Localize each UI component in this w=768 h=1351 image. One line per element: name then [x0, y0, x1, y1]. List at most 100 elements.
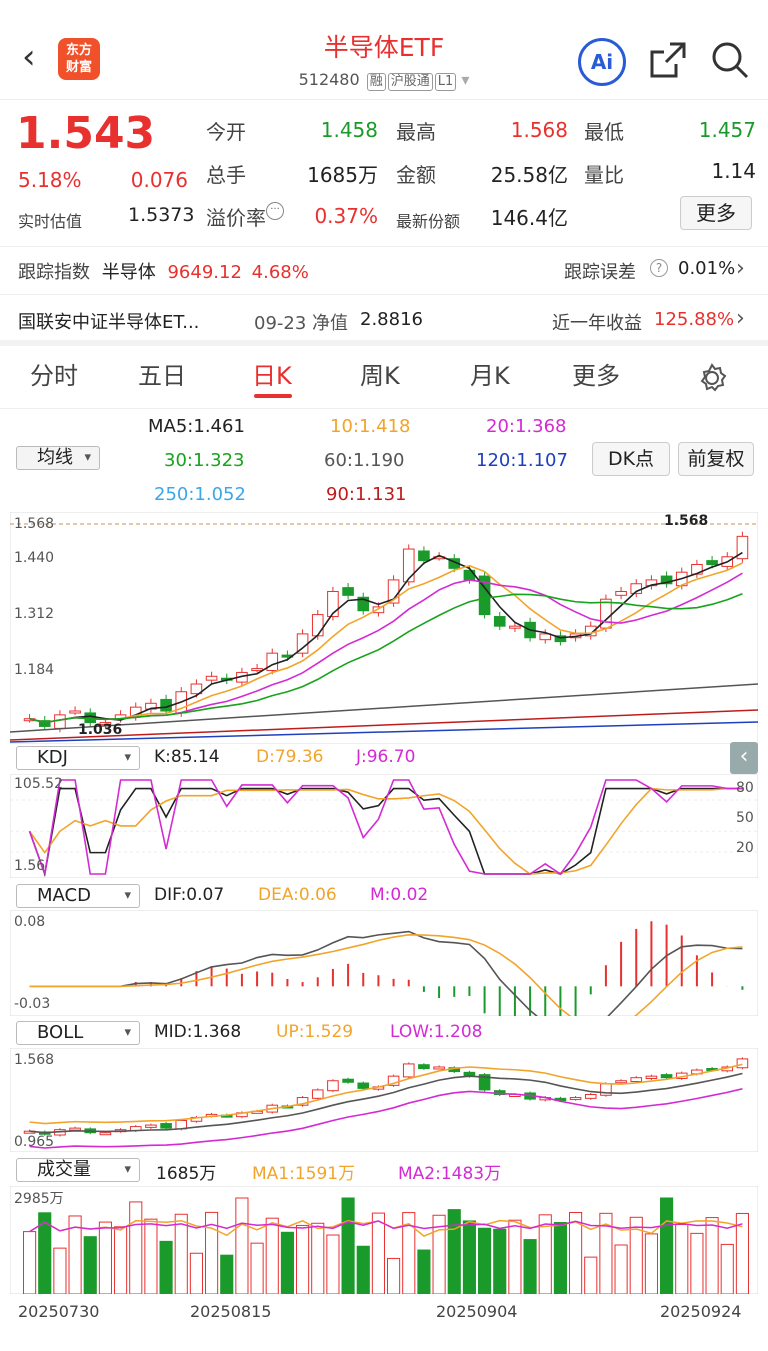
kdj-level-80: 80	[736, 780, 754, 796]
adjust-mode-button[interactable]: 前复权	[678, 442, 754, 476]
candle	[615, 590, 627, 596]
fund-name: 国联安中证半导体ET...	[18, 312, 200, 333]
tracking-row[interactable]: 跟踪指数 半导体 9649.12 4.68% 跟踪误差 ? 0.01% ›	[18, 256, 758, 284]
one-year-return-label: 近一年收益	[552, 313, 642, 334]
security-code-row[interactable]: 512480 融沪股通 L1 ▾	[0, 70, 768, 91]
candle	[539, 633, 552, 641]
date-label-2: 20250815	[190, 1302, 272, 1321]
candle	[615, 1080, 627, 1084]
tab-five-day[interactable]: 五日	[138, 362, 186, 390]
share-icon[interactable]	[648, 40, 688, 80]
volume-bar	[114, 1226, 128, 1294]
volume-bar	[508, 1219, 522, 1294]
tab-daily-k[interactable]: 日K	[252, 362, 292, 390]
fund-row[interactable]: 国联安中证半导体ET... 09-23 净值 2.8816 近一年收益 125.…	[18, 306, 758, 334]
divider	[0, 294, 768, 295]
candle	[387, 1075, 400, 1086]
tab-active-indicator	[254, 394, 292, 398]
date-label-3: 20250904	[436, 1302, 518, 1321]
more-button[interactable]: 更多	[680, 196, 752, 230]
macd-selector[interactable]: MACD	[16, 884, 140, 908]
volume-bar	[584, 1256, 598, 1294]
macd-dea: DEA:0.06	[258, 885, 337, 905]
candle	[630, 1077, 643, 1083]
logo-text-1: 东方	[65, 43, 92, 58]
volume-bar	[235, 1197, 249, 1294]
volume-bar	[462, 1220, 476, 1294]
volume-bar	[174, 1213, 188, 1294]
volume-bar	[447, 1209, 461, 1294]
info-icon[interactable]: ···	[266, 202, 284, 220]
nav-date-label: 09-23 净值	[254, 313, 349, 334]
volume-bar	[83, 1236, 97, 1294]
ma-selector-dropdown[interactable]: 均线	[16, 446, 100, 470]
volume-bar	[341, 1197, 355, 1294]
low-value: 1.457	[698, 118, 756, 142]
help-icon[interactable]: ?	[650, 259, 668, 277]
candle	[311, 1089, 324, 1099]
dk-point-button[interactable]: DK点	[592, 442, 670, 476]
boll-line	[29, 1063, 743, 1125]
boll-line	[29, 1088, 743, 1149]
volume-bar	[720, 1243, 734, 1294]
chart-frame	[10, 512, 758, 744]
candle	[569, 1097, 582, 1101]
volume-bar	[387, 1257, 401, 1294]
header-bar: ‹ 东方 财富 半导体ETF 512480 融沪股通 L1 ▾ Ai	[0, 0, 768, 100]
ma30-value: 30:1.323	[164, 450, 245, 471]
ma20-value: 20:1.368	[486, 416, 567, 437]
volume-bar	[523, 1239, 537, 1294]
divider	[0, 246, 768, 247]
settings-gear-icon[interactable]	[696, 362, 728, 394]
volume-axis-top: 2985万	[14, 1191, 64, 1207]
kdj-selector[interactable]: KDJ	[16, 746, 140, 770]
candle	[372, 606, 385, 614]
candle	[266, 652, 279, 672]
candle	[554, 635, 567, 643]
candle	[493, 616, 506, 627]
volume-bar	[250, 1242, 264, 1294]
candle	[463, 569, 476, 581]
kdj-level-50: 50	[736, 810, 754, 826]
volume-selector[interactable]: 成交量	[16, 1158, 140, 1182]
moving-average-line	[29, 592, 743, 724]
collapse-panel-icon[interactable]: ‹	[730, 742, 758, 774]
volume-bar	[296, 1224, 310, 1294]
candle	[342, 1078, 354, 1083]
ai-assistant-icon[interactable]: Ai	[578, 38, 626, 86]
tab-intraday[interactable]: 分时	[30, 362, 78, 390]
amount-value: 25.58亿	[490, 163, 568, 187]
premium-value: 0.37%	[314, 204, 378, 228]
ma5-value: MA5:1.461	[148, 416, 245, 437]
candle	[327, 1080, 339, 1092]
date-label-4: 20250924	[660, 1302, 742, 1321]
candlestick-chart[interactable]	[10, 512, 758, 744]
search-icon[interactable]	[710, 40, 750, 80]
tab-more[interactable]: 更多	[572, 362, 620, 390]
tab-weekly-k[interactable]: 周K	[360, 362, 400, 390]
open-label: 今开	[206, 120, 246, 144]
chevron-right-icon: ›	[736, 256, 745, 281]
volume-bar	[159, 1240, 173, 1294]
ma120-line	[10, 721, 758, 743]
tab-monthly-k[interactable]: 月K	[470, 362, 510, 390]
boll-line	[29, 1072, 743, 1134]
tag-connect: 沪股通	[387, 73, 433, 91]
kdj-line	[28, 787, 743, 878]
candle	[145, 1124, 157, 1128]
candle	[645, 1075, 658, 1079]
kdj-d: D:79.36	[256, 747, 324, 767]
volume-bar	[402, 1212, 416, 1294]
page-title: 半导体ETF	[323, 33, 445, 62]
volume-value: 1685万	[307, 163, 378, 187]
kdj-k: K:85.14	[154, 747, 220, 767]
boll-selector[interactable]: BOLL	[16, 1021, 140, 1045]
app-logo: 东方 财富	[58, 38, 100, 80]
ma60-line	[10, 683, 758, 733]
volume-bar	[705, 1217, 719, 1294]
candle	[706, 560, 718, 565]
back-icon[interactable]: ‹	[22, 37, 36, 77]
ma60-value: 60:1.190	[324, 450, 405, 471]
boll-mid: MID:1.368	[154, 1022, 242, 1042]
volume-bar	[478, 1227, 492, 1294]
